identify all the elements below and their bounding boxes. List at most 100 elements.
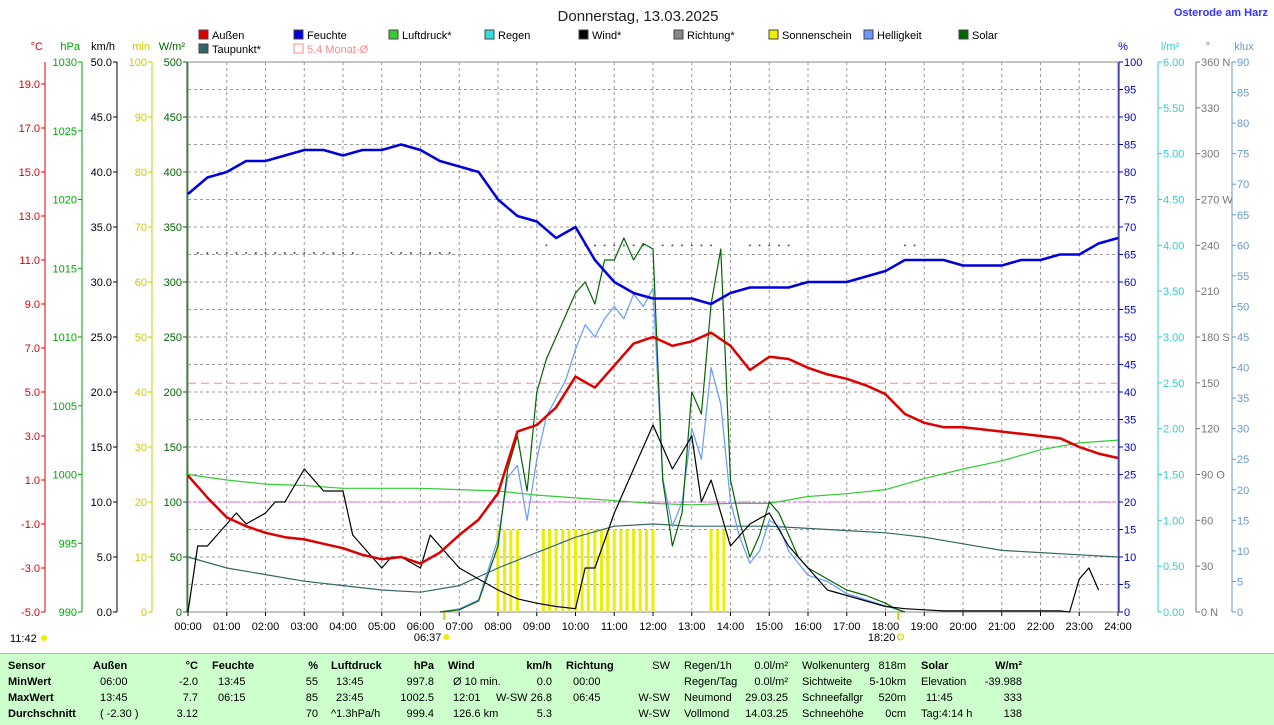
left-tick-label: 1000 [53,470,77,482]
left-tick-label: 1010 [53,332,77,344]
left-tick-label: 15.0 [91,442,112,454]
aussen-min-time: 06:00 [100,676,128,688]
right-tick-label: 5 [1124,580,1130,592]
luftdruck-min-time: 13:45 [336,676,364,688]
feuchte-max-time: 06:15 [218,692,246,704]
point-richtung [216,251,219,254]
x-tick-label: 11:00 [601,621,628,633]
left-tick-label: 25.0 [91,332,112,344]
left-tick-label: 50.0 [91,57,112,69]
x-tick-label: 20:00 [949,621,977,633]
point-richtung [700,244,703,247]
x-tick-label: 21:00 [988,621,1016,633]
bar-sonnenschein [580,529,584,612]
right-tick-label: 150 [1201,378,1219,390]
aussen-unit: °C [185,660,198,672]
legend-label: Helligkeit [877,30,922,42]
point-richtung [225,251,228,254]
left-tick-label: 15.0 [19,167,40,179]
right-tick-label: 55 [1237,271,1249,283]
right-tick-label: 90 [1237,57,1249,69]
schneehoehe: 0cm [885,708,906,720]
wind-max-time: 12:01 [453,692,481,704]
left-tick-label: 1025 [53,126,77,138]
bar-sonnenschein [574,529,577,612]
right-axis-unit: klux [1234,41,1254,53]
right-tick-label: 75 [1237,149,1249,161]
legend-label: 5.4 Monat-Ø [307,44,369,56]
wind-max: W-SW 26.8 [495,692,552,704]
left-tick-label: 300 [164,277,182,289]
point-richtung [293,251,296,254]
regen-tag-label: Regen/Tag [684,676,738,688]
right-tick-label: 90 O [1201,470,1225,482]
point-richtung [342,251,344,254]
aussen-max: 7.7 [182,692,198,704]
bar-sonnenschein [593,529,597,612]
point-richtung [777,244,780,247]
left-tick-label: 50 [170,552,182,564]
series-luftdruck [187,439,1119,506]
right-tick-label: 0 [1124,607,1130,619]
regen-tag: 0.0l/m² [754,676,788,688]
point-richtung [390,251,393,254]
right-tick-label: 10 [1237,546,1249,558]
bar-sonnenschein [503,529,507,612]
left-axis-unit: hPa [60,41,80,53]
x-tick-label: 04:00 [329,621,357,633]
right-tick-label: 30 [1124,442,1136,454]
point-richtung [254,251,257,254]
point-richtung [448,251,451,254]
point-richtung [710,244,713,247]
schneefallgr-label: Schneefallgr [802,692,864,704]
x-tick-label: 18:00 [872,621,900,633]
left-tick-label: 995 [59,538,77,550]
left-tick-label: 1005 [53,401,77,413]
x-tick-label: 08:00 [484,621,512,633]
plot-area [187,143,1119,613]
right-tick-label: 85 [1124,140,1136,152]
series-taupunkt [187,523,1119,593]
legend-label: Richtung* [687,30,735,42]
legend-swatch [484,29,495,40]
left-tick-label: 13.0 [19,211,40,223]
legend-label: Sonnenschein [782,30,852,42]
right-tick-label: 55 [1124,305,1136,317]
richtung-time2: 06:45 [573,692,601,704]
bar-sonnenschein [632,529,636,612]
regen-1h: 0.0l/m² [754,660,788,672]
right-tick-label: 50 [1124,332,1136,344]
point-richtung [283,251,286,254]
sun-duration: Tag:4:14 h [921,708,973,720]
legend-swatch [578,29,589,40]
point-richtung [332,251,335,254]
wind-avg: 5.3 [536,708,552,720]
left-tick-label: -5.0 [21,607,40,619]
bar-sonnenschein [599,529,603,612]
right-tick-label: 30 [1201,561,1213,573]
aussen-avg-note: ( -2.30 ) [100,708,139,720]
wolkenunterg-label: Wolkenunterg [802,660,870,672]
left-tick-label: 11.0 [19,255,40,267]
feuchte-min-time: 13:45 [218,676,246,688]
luftdruck-trend: ^1.3hPa/h [331,708,381,720]
point-richtung [400,251,403,254]
right-tick-label: 75 [1124,195,1136,207]
right-tick-label: 60 [1201,515,1213,527]
left-axis-unit: °C [31,41,43,53]
bar-sonnenschein [554,529,558,612]
left-axis-unit: km/h [91,41,115,53]
right-tick-label: 25 [1237,454,1249,466]
x-tick-label: 06:00 [407,621,435,633]
right-tick-label: 2.00 [1163,424,1184,436]
legend-label: Luftdruck* [402,30,452,42]
left-tick-label: 500 [164,57,182,69]
point-richtung [768,244,771,247]
x-tick-label: 23:00 [1065,621,1093,633]
legend-swatch [673,29,684,40]
point-richtung [545,244,548,247]
left-tick-label: 40.0 [91,167,112,179]
sichtweite-label: Sichtweite [802,676,853,688]
legend-label: Taupunkt* [212,44,262,56]
right-tick-label: 40 [1124,387,1136,399]
